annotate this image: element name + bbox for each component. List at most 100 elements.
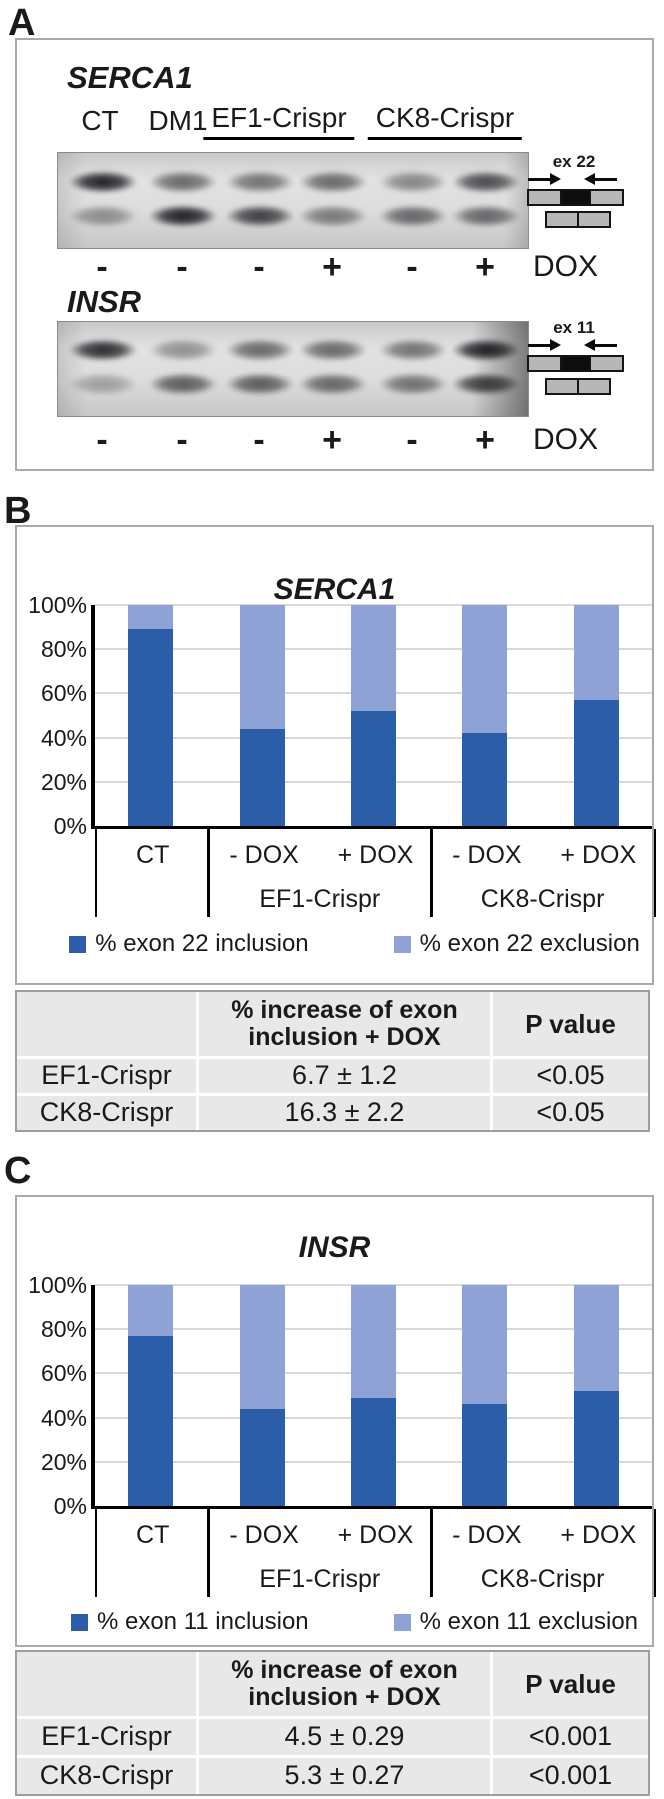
lane-header-ct: CT <box>81 105 119 136</box>
gel-band-upper <box>378 339 447 362</box>
serca1-stats-table: % increase of exon inclusion + DOX P val… <box>15 990 650 1132</box>
category-minus-dox: - DOX <box>229 841 299 869</box>
group-ef1-crispr: EF1-Crispr <box>259 885 381 913</box>
bar-segment-exclusion <box>462 1285 508 1405</box>
legend-entry-inclusion: % exon 11 inclusion <box>70 1608 309 1635</box>
table-header-blank <box>17 1652 196 1716</box>
table-pvalue: <0.001 <box>493 1758 648 1794</box>
table-header-pvalue: P value <box>493 992 648 1056</box>
category-minus-dox: - DOX <box>452 841 522 869</box>
category-minus-dox: - DOX <box>452 1521 522 1549</box>
category-divider <box>430 829 433 917</box>
y-tick-label: 0% <box>53 1493 87 1519</box>
group-ef1-crispr: EF1-Crispr <box>259 1565 381 1593</box>
primer-forward-arrow-icon <box>528 339 561 352</box>
table-value: 5.3 ± 0.27 <box>199 1758 490 1794</box>
y-tick-label: 20% <box>40 1448 87 1475</box>
bar-segment-inclusion <box>573 1391 619 1506</box>
exclusion-swatch-icon <box>393 1613 411 1631</box>
gel-band-upper <box>69 170 138 193</box>
table-row-label: CK8-Crispr <box>17 1096 196 1130</box>
dox-plus-symbol: + <box>322 421 342 459</box>
inclusion-swatch-icon <box>70 1613 88 1631</box>
y-tick-label: 60% <box>40 1360 87 1387</box>
table-value: 16.3 ± 2.2 <box>199 1096 490 1130</box>
exon-22-label: ex 22 <box>552 152 596 171</box>
y-axis-tick-labels: 0% 20% 40% 60% 80% 100% <box>17 592 87 839</box>
bar-segment-exclusion <box>239 605 285 729</box>
serca1-chart-title: SERCA1 <box>273 573 396 606</box>
exon-inclusion-isoform-icon <box>527 355 624 372</box>
y-axis-tick-labels: 0% 20% 40% 60% 80% 100% <box>17 1272 87 1519</box>
exon-11-label: ex 11 <box>553 318 595 337</box>
y-axis-line <box>91 605 95 828</box>
panel-c-box: INSR 0% 20% 40% 60% 80% 100% CT - DOX + DOX -… <box>15 1195 656 1647</box>
lane-header-ck8-crispr: CK8-Crispr <box>367 102 523 140</box>
lane-header-dm1: DM1 <box>148 105 208 136</box>
group-ck8-crispr: CK8-Crispr <box>480 1565 605 1593</box>
table-header-increase: % increase of exon inclusion + DOX <box>199 992 490 1056</box>
bar-segment-exclusion <box>239 1285 285 1409</box>
gel-shading <box>58 322 528 416</box>
bar-segment-inclusion <box>351 1397 396 1506</box>
insr-plot-area <box>91 1284 652 1509</box>
category-plus-dox: + DOX <box>337 1521 414 1549</box>
serca1-plot-area <box>91 604 652 829</box>
x-axis-line <box>91 825 652 829</box>
bar-segment-exclusion <box>351 605 396 712</box>
legend-entry-exclusion: % exon 22 exclusion <box>393 932 640 956</box>
exon-inclusion-isoform-icon <box>527 189 624 206</box>
table-pvalue: <0.05 <box>493 1096 648 1130</box>
gel-band-upper <box>452 170 521 193</box>
legend-entry-inclusion: % exon 22 inclusion <box>69 932 309 956</box>
gel-band-lower <box>452 204 521 227</box>
bar-segment-inclusion <box>462 733 508 826</box>
bar-segment-exclusion <box>573 605 619 701</box>
bar-segment-inclusion <box>239 728 285 826</box>
category-ct: CT <box>136 1521 170 1549</box>
gel-band-lower <box>149 204 218 227</box>
category-divider <box>430 1509 433 1597</box>
y-tick-label: 40% <box>40 724 87 751</box>
lane-header-ef1-crispr: EF1-Crispr <box>203 102 355 140</box>
panel-b-box: SERCA1 0% 20% 40% 60% 80% 100% CT - DOX + DOX… <box>15 525 656 985</box>
y-tick-label: 40% <box>40 1404 87 1431</box>
legend-label: % exon 11 inclusion <box>96 1608 309 1635</box>
panel-a-box: SERCA1 CT DM1 EF1-Crispr CK8-Crispr ex 2… <box>15 38 654 471</box>
bar-segment-inclusion <box>351 711 396 826</box>
gel-shading <box>58 153 528 248</box>
x-axis-category-area: CT - DOX + DOX - DOX + DOX EF1-Crispr CK… <box>95 1509 656 1597</box>
category-plus-dox: + DOX <box>560 841 637 869</box>
primer-reverse-arrow-icon <box>584 173 617 186</box>
gel-band-upper <box>149 339 218 362</box>
gridline <box>95 1284 652 1286</box>
bar-segment-inclusion <box>128 629 174 826</box>
dox-minus-symbol: - <box>96 248 108 286</box>
panel-a-label: A <box>8 2 36 44</box>
bar-segment-exclusion <box>128 1285 174 1336</box>
category-minus-dox: - DOX <box>229 1521 299 1549</box>
y-tick-label: 60% <box>40 680 87 707</box>
primer-reverse-arrow-icon <box>584 339 617 352</box>
dox-minus-symbol: - <box>96 421 108 459</box>
x-axis-line <box>91 1505 652 1509</box>
group-ck8-crispr: CK8-Crispr <box>480 885 605 913</box>
category-plus-dox: + DOX <box>337 841 414 869</box>
exon-exclusion-isoform-icon <box>545 378 611 395</box>
dox-minus-symbol: - <box>176 248 188 286</box>
gel-band-upper <box>226 339 295 362</box>
dox-plus-symbol: + <box>322 248 342 286</box>
y-tick-label: 100% <box>28 592 87 618</box>
gel-band-upper <box>69 339 138 362</box>
category-divider <box>207 1509 210 1597</box>
table-pvalue: <0.05 <box>493 1059 648 1093</box>
y-axis-line <box>91 1285 95 1508</box>
insr-stats-table: % increase of exon inclusion + DOX P val… <box>15 1650 650 1796</box>
table-value: 4.5 ± 0.29 <box>199 1719 490 1755</box>
dox-label-serca1: DOX <box>533 250 599 283</box>
insr-chart-title: INSR <box>298 1231 371 1264</box>
legend-label: % exon 11 exclusion <box>419 1608 639 1635</box>
insr-gene-title: INSR <box>67 284 142 319</box>
legend: % exon 22 inclusion % exon 22 exclusion <box>57 932 652 956</box>
dox-minus-symbol: - <box>406 248 418 286</box>
